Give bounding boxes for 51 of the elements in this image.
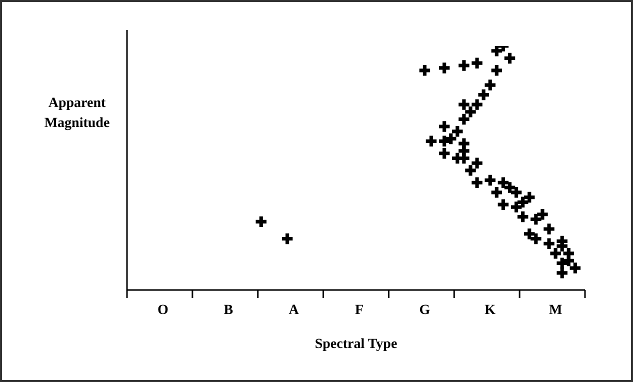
point: [472, 177, 482, 188]
point: [491, 187, 502, 198]
point: [550, 248, 561, 259]
point: [530, 214, 542, 225]
point: [419, 65, 430, 76]
point: [438, 62, 450, 74]
point: [484, 80, 496, 90]
point: [491, 65, 502, 76]
point: [537, 208, 548, 220]
x-axis-title: Spectral Type: [314, 336, 398, 352]
point: [484, 174, 496, 186]
point: [472, 58, 482, 68]
point: [256, 216, 266, 228]
x-tick-label: B: [224, 303, 234, 318]
x-tick-label: K: [484, 303, 496, 318]
point: [556, 258, 568, 269]
point: [504, 182, 516, 193]
point: [465, 165, 476, 176]
point: [478, 89, 489, 100]
point: [458, 60, 470, 71]
point: [491, 46, 502, 56]
y-axis-title: Apparent Magnitude: [43, 95, 111, 133]
point: [524, 192, 535, 203]
x-tick-label: O: [158, 303, 169, 318]
x-tick-label: M: [548, 303, 562, 318]
point: [438, 121, 450, 132]
point: [498, 177, 509, 188]
point: [517, 211, 528, 222]
x-tick-label: F: [354, 303, 364, 318]
point: [498, 199, 509, 210]
point: [472, 99, 482, 110]
point: [282, 233, 293, 244]
point: [426, 136, 437, 147]
point: [544, 238, 554, 250]
point: [458, 114, 470, 125]
point: [524, 228, 535, 240]
point: [570, 262, 581, 274]
point: [544, 224, 554, 234]
point: [530, 233, 542, 244]
x-tick-label: G: [419, 303, 430, 318]
point: [438, 136, 450, 147]
point: [458, 99, 470, 110]
point: [465, 106, 476, 118]
point: [510, 202, 522, 212]
point: [438, 148, 450, 159]
point: [472, 158, 482, 168]
point: [504, 52, 516, 64]
point: [556, 268, 568, 278]
point: [452, 126, 463, 137]
x-tick-label: A: [288, 303, 300, 318]
point: [510, 187, 522, 198]
